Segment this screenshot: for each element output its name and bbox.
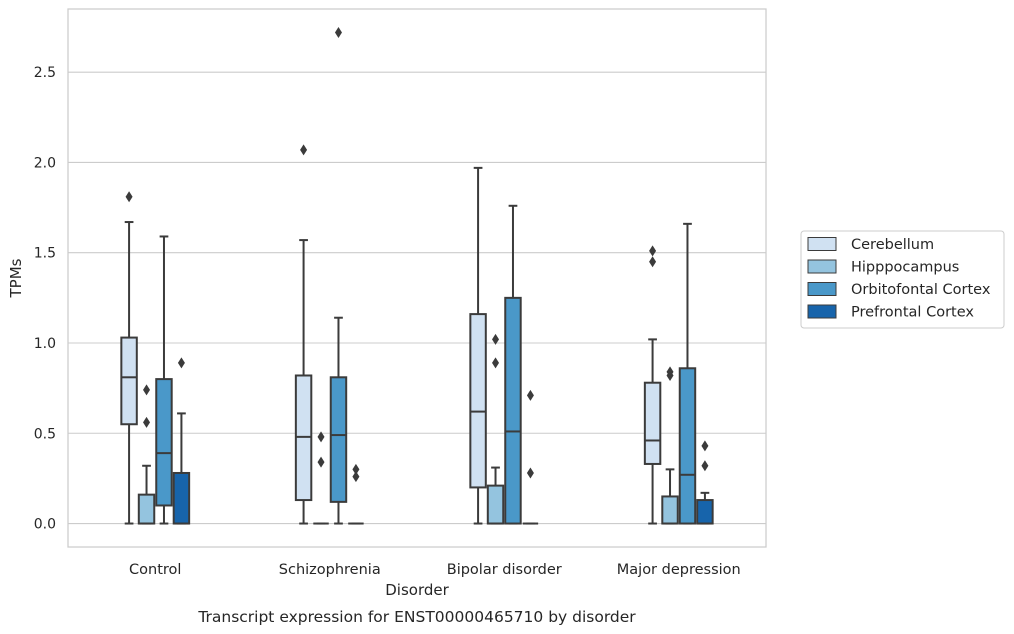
box-plot [696,440,714,525]
outlier-point [177,357,185,369]
legend: Cerebellum Hipppocampus Orbitofontal Corte… [800,230,1005,329]
legend-label: Hipppocampus [851,260,959,276]
y-tick-label: 1.0 [34,336,56,352]
outlier-point [666,366,674,378]
box-plot [661,366,679,525]
box-plot [348,463,364,525]
box-plot [469,166,487,525]
outlier-point [125,191,133,203]
y-axis-label: TPMs [7,258,25,298]
box-plot [522,389,539,525]
box-plot [294,144,313,525]
x-tick-label: Bipolar disorder [447,562,562,578]
legend-label: Cerebellum [851,237,934,253]
box-iqr [155,378,173,507]
box-iqr [120,336,138,426]
box-plot [313,431,329,525]
outlier-point [352,463,360,475]
box-plot [643,245,662,525]
outlier-point [317,456,325,468]
legend-swatch [807,259,837,274]
box-iqr [661,495,679,525]
box-iqr [678,367,697,525]
legend-swatch [807,304,837,319]
outlier-point [526,389,534,401]
box-iqr [469,313,487,489]
box-plot [329,26,348,525]
y-tick-label: 0.5 [34,426,56,442]
box-plot [678,222,697,525]
outlier-point [649,245,657,257]
box-plot [120,191,138,525]
x-axis-label: Disorder [385,581,449,599]
box-iqr [643,381,662,465]
plot-frame [67,8,767,548]
y-tick-label: 2.0 [34,155,56,171]
box-plots [120,26,714,525]
outlier-point [143,384,151,396]
box-plot [504,204,522,525]
box-plot [172,357,191,525]
box-iqr [329,376,348,503]
legend-swatch [807,237,837,251]
chart-caption: Transcript expression for ENST0000046571… [197,608,636,626]
y-tick-labels: 0.0 0.5 1.0 1.5 2.0 2.5 [34,65,56,532]
y-tick-label: 2.5 [34,65,56,81]
box-iqr [137,493,156,525]
outlier-point [300,144,308,156]
legend-swatch [807,282,837,296]
outlier-point [649,256,657,268]
y-tick-label: 0.0 [34,517,56,533]
outlier-point [352,471,360,483]
box-iqr [172,471,191,525]
legend-label: Orbitofontal Cortex [851,282,991,298]
legend-frame [800,230,1005,329]
box-iqr [504,296,522,525]
outlier-point [701,440,709,452]
box-plot [137,384,156,525]
x-tick-label: Control [129,562,181,578]
outlier-point [526,467,534,479]
box-plot [155,235,173,525]
outlier-point [334,26,342,38]
outlier-point [492,333,500,345]
x-tick-labels: Control Schizophrenia Bipolar disorder Majo… [129,562,741,578]
box-iqr [696,499,714,525]
outlier-point [701,460,709,472]
box-iqr [486,484,505,525]
x-tick-label: Schizophrenia [279,562,381,578]
outlier-point [492,357,500,369]
outlier-point [143,416,151,428]
y-tick-label: 1.5 [34,246,56,262]
outlier-point [317,431,325,443]
x-tick-label: Major depression [617,562,741,578]
box-plot [486,333,505,525]
legend-label: Prefrontal Cortex [851,305,974,321]
